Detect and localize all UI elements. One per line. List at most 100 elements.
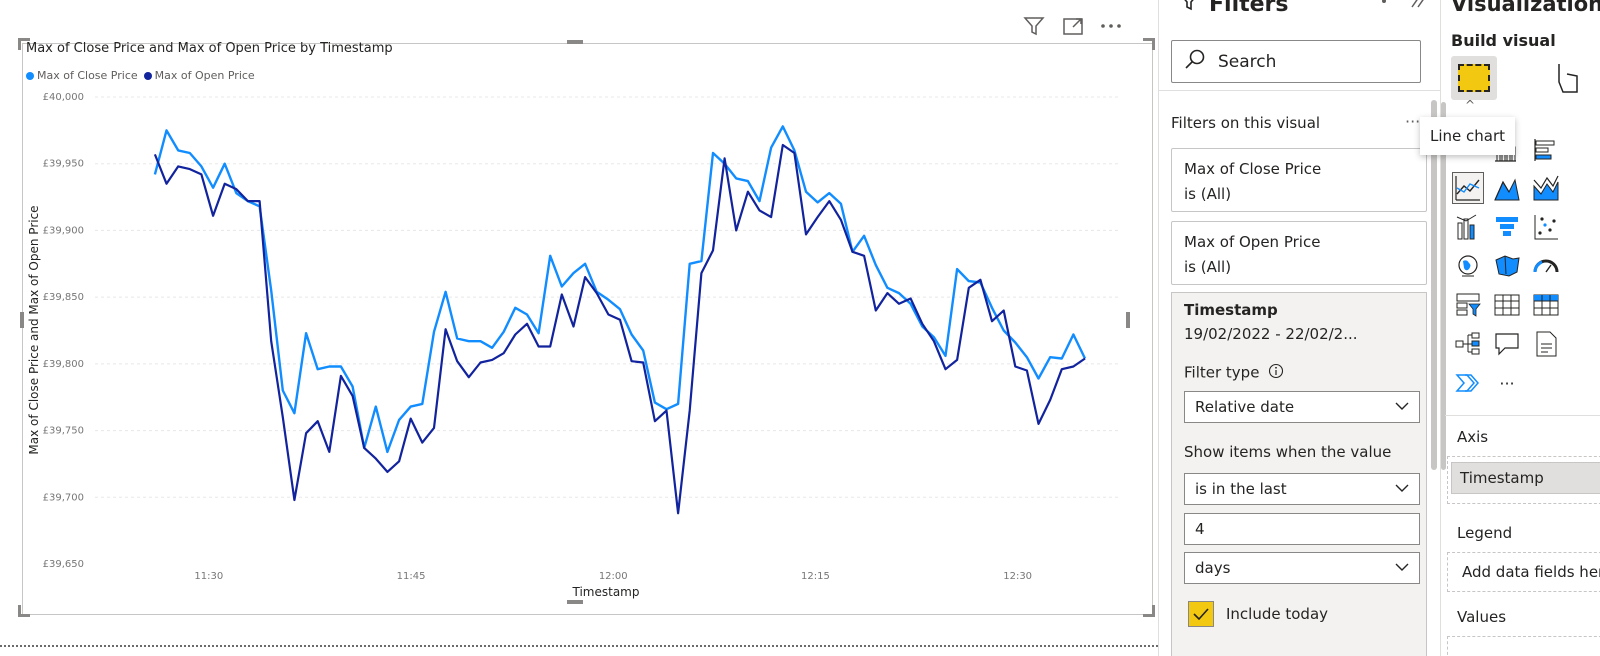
y-tick-label: £39,750 <box>43 426 84 437</box>
include-today-option[interactable]: Include today <box>1188 601 1328 627</box>
series-line-open-price[interactable] <box>153 143 1086 515</box>
chart-title: Max of Close Price and Max of Open Price… <box>26 41 393 56</box>
slicer-icon[interactable] <box>1452 289 1484 321</box>
gauge-icon[interactable] <box>1530 250 1562 282</box>
filters-more-icon[interactable]: ··· <box>1405 112 1421 131</box>
resize-handle-bottom-left[interactable] <box>18 605 30 617</box>
filter-card-timestamp[interactable]: Timestamp 19/02/2022 - 22/02/2... Filter… <box>1171 292 1427 656</box>
filter-card-close-price[interactable]: Max of Close Price is (All) <box>1171 148 1427 212</box>
include-today-checkbox[interactable] <box>1188 601 1214 627</box>
visualizations-title: Visualizations <box>1451 0 1600 16</box>
filter-card-title: Max of Open Price <box>1184 233 1321 251</box>
legend-item-open[interactable]: Max of Open Price <box>143 69 255 82</box>
filter-card-open-price[interactable]: Max of Open Price is (All) <box>1171 221 1427 285</box>
filter-search-box[interactable] <box>1171 40 1421 83</box>
filter-card-status: is (All) <box>1184 185 1232 203</box>
x-tick-label: 12:30 <box>1003 571 1032 582</box>
y-tick-label: £40,000 <box>43 92 84 103</box>
legend-item-close[interactable]: Max of Close Price <box>26 69 138 82</box>
power-automate-icon[interactable] <box>1452 367 1484 399</box>
y-tick-label: £39,850 <box>43 292 84 303</box>
filter-icon[interactable] <box>1020 12 1048 40</box>
table-icon[interactable] <box>1491 289 1523 321</box>
x-tick-label: 11:30 <box>194 571 223 582</box>
collapse-pane-icon[interactable] <box>1409 0 1429 13</box>
timestamp-card-title: Timestamp <box>1184 301 1278 319</box>
resize-handle-bottom-right[interactable] <box>1143 605 1155 617</box>
resize-handle-top[interactable] <box>567 40 583 44</box>
line-clustered-column-chart-icon[interactable] <box>1452 211 1484 243</box>
values-well[interactable] <box>1447 636 1600 656</box>
build-visual-icon <box>1458 64 1490 92</box>
format-visual-icon[interactable] <box>1551 62 1579 103</box>
x-axis-title: Timestamp <box>572 585 640 599</box>
visualizations-pane: Visualizations Build visual ^ <box>1440 0 1600 656</box>
filters-header: Filters <box>1179 0 1289 17</box>
viz-separator <box>1445 415 1600 416</box>
smart-narrative-icon[interactable] <box>1491 328 1523 360</box>
x-tick-label: 12:15 <box>801 571 830 582</box>
relative-unit-value: days <box>1195 559 1231 577</box>
filters-on-visual-label: Filters on this visual <box>1171 114 1321 132</box>
viz-scrollbar[interactable] <box>1441 102 1446 470</box>
canvas-edge <box>0 645 1158 647</box>
resize-handle-top-left[interactable] <box>18 38 30 50</box>
filter-search-input[interactable] <box>1218 51 1398 72</box>
resize-handle-right[interactable] <box>1126 312 1130 328</box>
filled-map-icon[interactable] <box>1491 250 1523 282</box>
more-options-icon[interactable] <box>1097 12 1125 40</box>
build-visual-tab[interactable] <box>1451 56 1497 100</box>
axis-field-timestamp[interactable]: Timestamp <box>1451 462 1600 494</box>
info-icon[interactable] <box>1268 363 1284 383</box>
decomposition-tree-icon[interactable] <box>1452 328 1484 360</box>
gridlines <box>95 96 1120 498</box>
map-icon[interactable] <box>1452 250 1484 282</box>
relative-unit-dropdown[interactable]: days <box>1184 552 1420 584</box>
axis-well[interactable] <box>1447 456 1600 504</box>
legend-dot-open <box>143 71 152 80</box>
build-visual-label: Build visual <box>1451 31 1556 50</box>
legend-dot-close <box>26 71 34 80</box>
include-today-label: Include today <box>1226 605 1329 623</box>
resize-handle-top-right[interactable] <box>1143 38 1155 50</box>
y-tick-label: £39,700 <box>43 492 84 503</box>
filter-type-label-text: Filter type <box>1184 363 1260 382</box>
report-canvas: Max of Close Price and Max of Open Price… <box>0 12 1158 647</box>
resize-handle-left[interactable] <box>20 312 24 328</box>
filters-scrollbar[interactable] <box>1431 100 1437 470</box>
chevron-down-icon <box>1395 400 1409 415</box>
y-axis-ticks: £39,650 £39,700 £39,750 £39,800 £39,850 £39,9… <box>43 92 84 570</box>
bar-chart-icon[interactable] <box>1529 134 1561 166</box>
filter-card-status: is (All) <box>1184 258 1232 276</box>
line-chart-visual[interactable] <box>22 43 1153 615</box>
line-chart-icon[interactable] <box>1452 172 1484 204</box>
filter-card-title: Max of Close Price <box>1184 160 1322 178</box>
condition-dropdown[interactable]: is in the last <box>1184 473 1420 505</box>
legend-label-close: Max of Close Price <box>37 69 138 82</box>
chart-plot: £39,650 £39,700 £39,750 £39,800 £39,850 £39,9… <box>27 92 1120 599</box>
eye-icon[interactable] <box>1373 0 1395 12</box>
y-tick-label: £39,950 <box>43 159 84 170</box>
filter-type-value: Relative date <box>1195 398 1295 416</box>
focus-mode-icon[interactable] <box>1059 12 1087 40</box>
area-chart-icon[interactable] <box>1491 172 1523 204</box>
scatter-chart-icon[interactable] <box>1530 211 1562 243</box>
filters-title: Filters <box>1209 0 1289 17</box>
more-visuals-icon[interactable]: ··· <box>1499 373 1515 393</box>
stacked-area-chart-icon[interactable] <box>1530 172 1562 204</box>
paginated-report-icon[interactable] <box>1530 328 1562 360</box>
show-items-label: Show items when the value <box>1184 443 1392 461</box>
x-tick-label: 12:00 <box>599 571 628 582</box>
relative-amount-input[interactable] <box>1184 513 1420 545</box>
filters-divider <box>1159 90 1441 91</box>
filter-type-label: Filter type <box>1184 363 1284 383</box>
matrix-icon[interactable] <box>1530 289 1562 321</box>
chevron-down-icon <box>1395 561 1409 576</box>
filter-type-dropdown[interactable]: Relative date <box>1184 391 1420 423</box>
chevron-down-icon <box>1395 482 1409 497</box>
series-line-close-price[interactable] <box>153 125 1087 454</box>
legend-well[interactable]: Add data fields here <box>1447 552 1600 592</box>
resize-handle-bottom[interactable] <box>567 600 583 604</box>
funnel-chart-icon[interactable] <box>1491 211 1523 243</box>
condition-value: is in the last <box>1195 480 1287 498</box>
